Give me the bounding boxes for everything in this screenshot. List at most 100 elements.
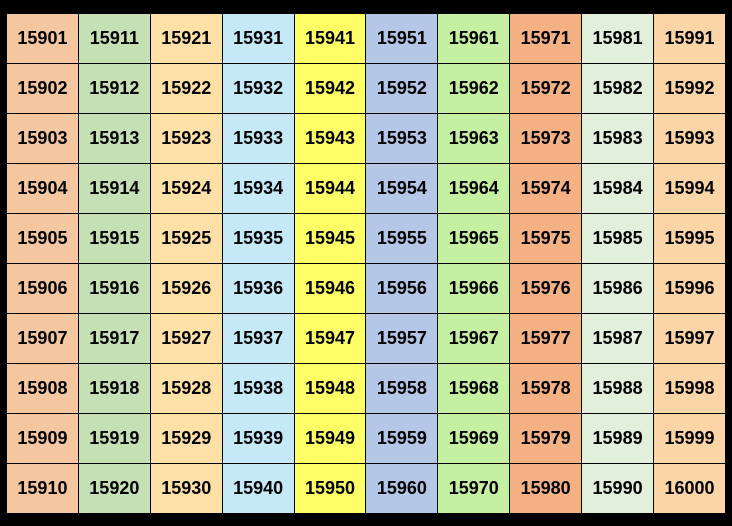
table-cell: 15968 <box>438 363 510 413</box>
table-cell: 15983 <box>582 113 654 163</box>
table-cell: 15919 <box>78 413 150 463</box>
table-cell: 15951 <box>366 13 438 63</box>
number-table-container: 1590115911159211593115941159511596115971… <box>0 7 732 520</box>
table-cell: 15971 <box>510 13 582 63</box>
table-cell: 15975 <box>510 213 582 263</box>
table-cell: 15991 <box>654 13 726 63</box>
table-cell: 15989 <box>582 413 654 463</box>
table-row: 1590215912159221593215942159521596215972… <box>7 63 726 113</box>
table-row: 1590815918159281593815948159581596815978… <box>7 363 726 413</box>
table-cell: 15905 <box>7 213 79 263</box>
table-cell: 15964 <box>438 163 510 213</box>
table-cell: 15949 <box>294 413 366 463</box>
table-cell: 15976 <box>510 263 582 313</box>
table-cell: 15926 <box>150 263 222 313</box>
table-cell: 15967 <box>438 313 510 363</box>
table-cell: 15963 <box>438 113 510 163</box>
table-cell: 15910 <box>7 463 79 513</box>
table-cell: 15958 <box>366 363 438 413</box>
table-cell: 15923 <box>150 113 222 163</box>
table-cell: 15914 <box>78 163 150 213</box>
table-cell: 15985 <box>582 213 654 263</box>
table-cell: 15961 <box>438 13 510 63</box>
table-cell: 15920 <box>78 463 150 513</box>
table-cell: 15987 <box>582 313 654 363</box>
table-cell: 15979 <box>510 413 582 463</box>
table-cell: 15984 <box>582 163 654 213</box>
table-cell: 15947 <box>294 313 366 363</box>
table-cell: 15902 <box>7 63 79 113</box>
table-cell: 15904 <box>7 163 79 213</box>
table-row: 1590715917159271593715947159571596715977… <box>7 313 726 363</box>
table-row: 1590115911159211593115941159511596115971… <box>7 13 726 63</box>
table-cell: 15908 <box>7 363 79 413</box>
table-cell: 15925 <box>150 213 222 263</box>
table-cell: 15998 <box>654 363 726 413</box>
table-cell: 15990 <box>582 463 654 513</box>
table-cell: 15965 <box>438 213 510 263</box>
table-cell: 15997 <box>654 313 726 363</box>
table-cell: 15948 <box>294 363 366 413</box>
table-cell: 15932 <box>222 63 294 113</box>
table-cell: 15944 <box>294 163 366 213</box>
table-cell: 15954 <box>366 163 438 213</box>
table-cell: 15986 <box>582 263 654 313</box>
table-cell: 15960 <box>366 463 438 513</box>
table-cell: 15918 <box>78 363 150 413</box>
table-cell: 15992 <box>654 63 726 113</box>
table-cell: 15977 <box>510 313 582 363</box>
table-cell: 15962 <box>438 63 510 113</box>
table-cell: 15903 <box>7 113 79 163</box>
table-cell: 15956 <box>366 263 438 313</box>
table-cell: 15969 <box>438 413 510 463</box>
table-cell: 15973 <box>510 113 582 163</box>
table-cell: 15966 <box>438 263 510 313</box>
table-cell: 15988 <box>582 363 654 413</box>
number-table: 1590115911159211593115941159511596115971… <box>6 13 726 514</box>
table-row: 1590515915159251593515945159551596515975… <box>7 213 726 263</box>
table-cell: 15928 <box>150 363 222 413</box>
table-cell: 15922 <box>150 63 222 113</box>
table-cell: 15933 <box>222 113 294 163</box>
table-cell: 15994 <box>654 163 726 213</box>
table-cell: 15913 <box>78 113 150 163</box>
table-cell: 15906 <box>7 263 79 313</box>
table-row: 1590915919159291593915949159591596915979… <box>7 413 726 463</box>
table-cell: 15915 <box>78 213 150 263</box>
table-cell: 15941 <box>294 13 366 63</box>
table-cell: 15939 <box>222 413 294 463</box>
table-cell: 15934 <box>222 163 294 213</box>
table-cell: 15924 <box>150 163 222 213</box>
table-row: 1590415914159241593415944159541596415974… <box>7 163 726 213</box>
table-cell: 15952 <box>366 63 438 113</box>
table-cell: 15974 <box>510 163 582 213</box>
table-cell: 15931 <box>222 13 294 63</box>
table-cell: 15937 <box>222 313 294 363</box>
table-cell: 15943 <box>294 113 366 163</box>
table-cell: 15993 <box>654 113 726 163</box>
table-cell: 15955 <box>366 213 438 263</box>
table-cell: 15930 <box>150 463 222 513</box>
table-cell: 15909 <box>7 413 79 463</box>
table-cell: 15927 <box>150 313 222 363</box>
table-cell: 15950 <box>294 463 366 513</box>
table-cell: 15945 <box>294 213 366 263</box>
table-row: 1590315913159231593315943159531596315973… <box>7 113 726 163</box>
table-cell: 15921 <box>150 13 222 63</box>
table-cell: 15980 <box>510 463 582 513</box>
table-row: 1590615916159261593615946159561596615976… <box>7 263 726 313</box>
table-cell: 15929 <box>150 413 222 463</box>
table-cell: 15936 <box>222 263 294 313</box>
table-cell: 15981 <box>582 13 654 63</box>
table-cell: 15978 <box>510 363 582 413</box>
table-row: 1591015920159301594015950159601597015980… <box>7 463 726 513</box>
table-cell: 15982 <box>582 63 654 113</box>
table-cell: 15957 <box>366 313 438 363</box>
table-cell: 15935 <box>222 213 294 263</box>
table-cell: 15901 <box>7 13 79 63</box>
table-cell: 15995 <box>654 213 726 263</box>
table-cell: 15912 <box>78 63 150 113</box>
table-cell: 15907 <box>7 313 79 363</box>
table-cell: 15972 <box>510 63 582 113</box>
table-cell: 15999 <box>654 413 726 463</box>
